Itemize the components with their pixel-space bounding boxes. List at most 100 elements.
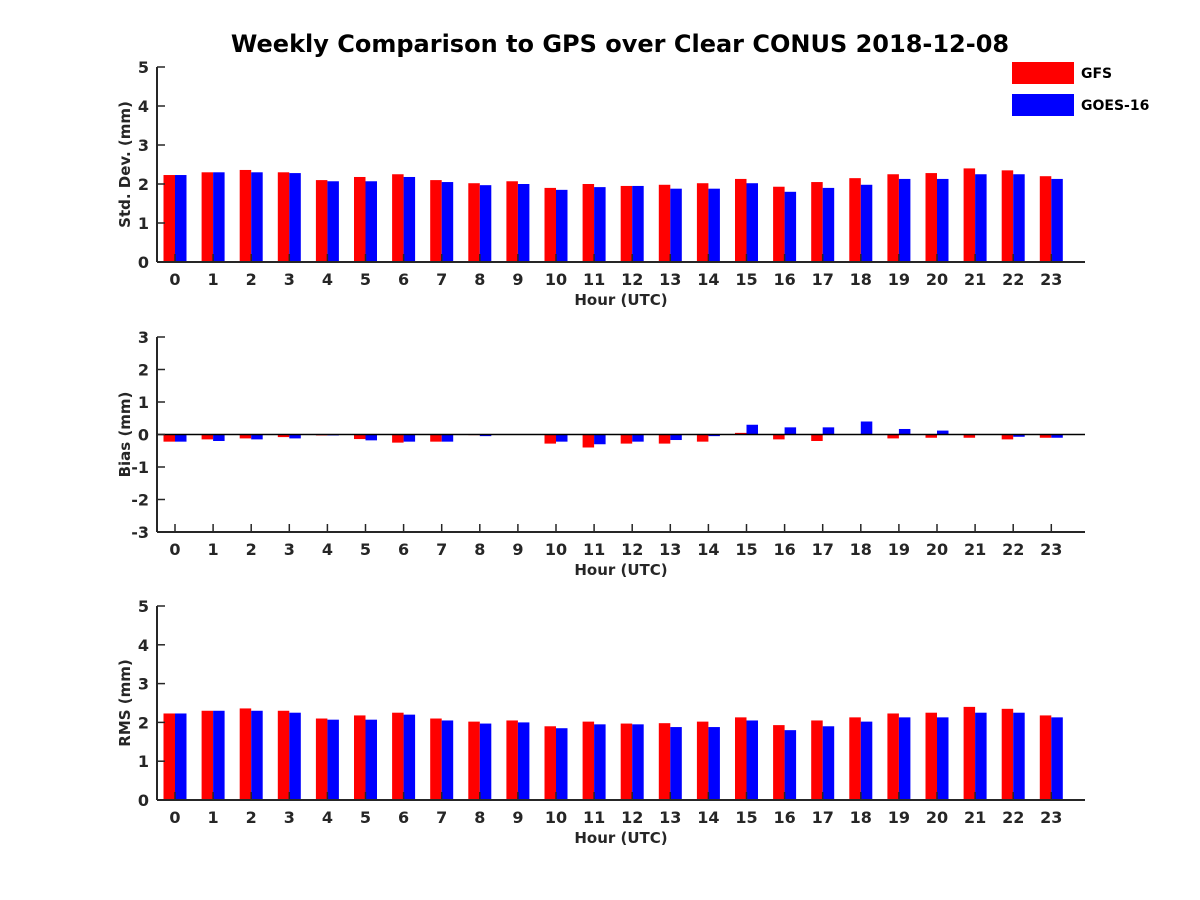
y-tick-label: 0 — [138, 426, 149, 445]
x-tick-label: 21 — [964, 808, 986, 827]
y-tick-label: 2 — [138, 175, 149, 194]
bar-gfs-hour-12 — [620, 434, 633, 444]
x-tick-label: 9 — [512, 540, 523, 559]
bar-gfs-hour-10 — [544, 187, 556, 262]
x-tick-label: 3 — [284, 270, 295, 289]
bar-goes-16-hour-10 — [556, 189, 568, 262]
bar-goes-16-hour-12 — [632, 724, 644, 800]
bar-gfs-hour-6 — [392, 434, 404, 443]
x-tick-label: 11 — [583, 808, 605, 827]
bar-goes-16-hour-7 — [441, 182, 454, 262]
bar-gfs-hour-6 — [392, 712, 404, 800]
y-tick-label: 0 — [138, 253, 149, 272]
x-tick-label: 9 — [512, 808, 523, 827]
bar-gfs-hour-9 — [506, 720, 518, 800]
bar-gfs-hour-5 — [354, 176, 366, 262]
bar-goes-16-hour-14 — [708, 188, 720, 262]
bar-gfs-hour-4 — [315, 180, 328, 262]
x-tick-label: 4 — [322, 808, 333, 827]
x-tick-label: 15 — [735, 808, 757, 827]
bar-gfs-hour-22 — [1001, 708, 1014, 800]
bar-gfs-hour-16 — [773, 186, 785, 262]
bar-gfs-hour-3 — [277, 172, 290, 262]
y-tick-label: 4 — [138, 97, 149, 116]
x-tick-label: 11 — [583, 270, 605, 289]
bar-goes-16-hour-20 — [937, 178, 949, 262]
x-tick-label: 18 — [850, 540, 872, 559]
bar-gfs-hour-7 — [430, 718, 442, 800]
x-tick-label: 7 — [436, 270, 447, 289]
bar-goes-16-hour-1 — [213, 434, 225, 441]
bar-goes-16-hour-18 — [860, 421, 873, 435]
chart-title: Weekly Comparison to GPS over Clear CONU… — [230, 30, 1010, 58]
bar-goes-16-hour-0 — [175, 434, 187, 442]
bar-goes-16-hour-20 — [937, 430, 949, 435]
x-tick-label: 17 — [812, 808, 834, 827]
bar-gfs-hour-2 — [239, 708, 252, 800]
x-tick-label: 2 — [246, 540, 257, 559]
bar-goes-16-hour-21 — [975, 712, 987, 800]
bar-gfs-hour-11 — [582, 434, 595, 448]
bar-gfs-hour-4 — [315, 718, 328, 800]
bar-goes-16-hour-23 — [1051, 434, 1063, 438]
x-tick-label: 3 — [284, 808, 295, 827]
bar-goes-16-hour-11 — [594, 187, 606, 262]
bar-gfs-hour-13 — [658, 434, 671, 444]
bar-gfs-hour-0 — [163, 434, 175, 442]
bar-gfs-hour-20 — [925, 712, 937, 800]
x-tick-label: 7 — [436, 808, 447, 827]
bar-goes-16-hour-2 — [251, 434, 263, 440]
x-axis-label: Hour (UTC) — [574, 291, 667, 309]
x-tick-label: 17 — [812, 270, 834, 289]
bar-gfs-hour-21 — [963, 434, 976, 438]
bar-gfs-hour-11 — [582, 721, 595, 800]
bar-goes-16-hour-10 — [556, 434, 568, 442]
bar-goes-16-hour-7 — [441, 720, 454, 800]
x-tick-label: 16 — [773, 808, 795, 827]
x-tick-label: 6 — [398, 270, 409, 289]
bar-gfs-hour-12 — [620, 723, 633, 800]
bar-goes-16-hour-23 — [1051, 717, 1063, 800]
bar-goes-16-hour-18 — [860, 721, 873, 800]
x-axis-label: Hour (UTC) — [574, 829, 667, 847]
legend-label-goes-16: GOES-16 — [1081, 98, 1149, 114]
y-tick-label: 1 — [138, 752, 149, 771]
bar-gfs-hour-10 — [544, 434, 556, 444]
bar-goes-16-hour-0 — [175, 713, 187, 800]
bar-goes-16-hour-18 — [860, 184, 873, 262]
bar-gfs-hour-3 — [277, 434, 290, 438]
bar-gfs-hour-1 — [201, 172, 214, 262]
y-tick-label: -1 — [131, 458, 149, 477]
bar-gfs-hour-21 — [963, 168, 976, 262]
bar-gfs-hour-13 — [658, 723, 671, 800]
bar-gfs-hour-17 — [811, 720, 823, 800]
bar-gfs-hour-14 — [696, 183, 709, 262]
bar-goes-16-hour-1 — [213, 710, 225, 800]
x-tick-label: 3 — [284, 540, 295, 559]
x-tick-label: 10 — [545, 808, 567, 827]
bar-gfs-hour-23 — [1039, 715, 1052, 800]
bar-goes-16-hour-2 — [251, 710, 263, 800]
bar-gfs-hour-20 — [925, 434, 937, 438]
x-tick-label: 10 — [545, 270, 567, 289]
bar-gfs-hour-18 — [849, 178, 861, 262]
bar-goes-16-hour-11 — [594, 724, 606, 800]
x-tick-label: 4 — [322, 270, 333, 289]
bar-goes-16-hour-11 — [594, 434, 606, 445]
bar-goes-16-hour-1 — [213, 172, 225, 262]
x-tick-label: 1 — [208, 270, 219, 289]
bar-gfs-hour-18 — [849, 717, 861, 800]
y-tick-label: 3 — [138, 328, 149, 347]
y-tick-label: 3 — [138, 675, 149, 694]
y-tick-label: -3 — [131, 523, 149, 542]
x-tick-label: 10 — [545, 540, 567, 559]
bar-gfs-hour-11 — [582, 184, 595, 262]
y-axis-label: Std. Dev. (mm) — [116, 101, 134, 228]
bar-goes-16-hour-19 — [898, 428, 911, 435]
bar-gfs-hour-1 — [201, 710, 214, 800]
x-tick-label: 9 — [512, 270, 523, 289]
bar-goes-16-hour-20 — [937, 717, 949, 800]
bar-goes-16-hour-0 — [175, 175, 187, 262]
x-tick-label: 23 — [1040, 270, 1062, 289]
x-tick-label: 11 — [583, 540, 605, 559]
